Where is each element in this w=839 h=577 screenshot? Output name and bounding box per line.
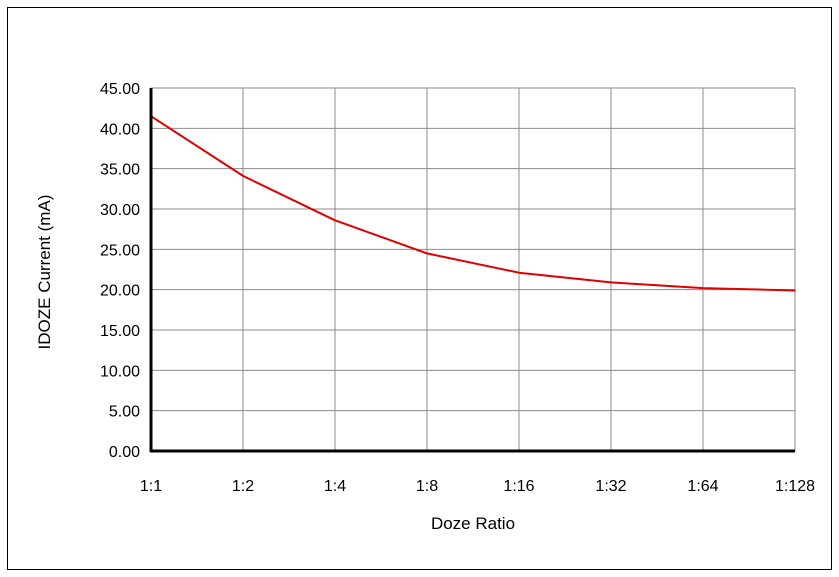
series-layer [150, 115, 796, 292]
data-point [794, 289, 796, 292]
y-tick-label: 10.00 [100, 363, 140, 380]
y-tick-label: 40.00 [100, 121, 140, 138]
x-tick-label: 1:4 [324, 478, 346, 495]
x-tick-label: 1:128 [775, 478, 815, 495]
x-tick-label: 1:32 [595, 478, 626, 495]
y-tick-label: 15.00 [100, 323, 140, 340]
y-tick-label: 20.00 [100, 283, 140, 300]
y-tick-label: 5.00 [109, 404, 140, 421]
x-axis-label: Doze Ratio [431, 514, 515, 533]
data-point [610, 281, 612, 284]
x-tick-labels: 1:1 1:2 1:4 1:8 1:16 1:32 1:64 1:128 [140, 478, 815, 495]
y-axis-label: IDOZE Current (mA) [35, 195, 54, 350]
data-point [334, 219, 336, 222]
y-tick-labels: 0.00 5.00 10.00 15.00 20.00 25.00 30.00 35.00 40… [100, 81, 140, 461]
y-tick-label: 35.00 [100, 162, 140, 179]
x-tick-label: 1:16 [503, 478, 534, 495]
data-point [518, 271, 520, 274]
x-tick-label: 1:64 [687, 478, 718, 495]
axes [149, 88, 795, 453]
y-tick-label: 0.00 [109, 444, 140, 461]
y-tick-label: 45.00 [100, 81, 140, 98]
y-tick-label: 25.00 [100, 242, 140, 259]
x-tick-label: 1:1 [140, 478, 162, 495]
x-tick-label: 1:8 [416, 478, 438, 495]
x-tick-label: 1:2 [232, 478, 254, 495]
data-point [242, 175, 244, 177]
grid [151, 87, 796, 451]
data-point [702, 287, 704, 289]
series-line [150, 115, 796, 292]
y-tick-label: 30.00 [100, 202, 140, 219]
data-point [426, 252, 428, 255]
